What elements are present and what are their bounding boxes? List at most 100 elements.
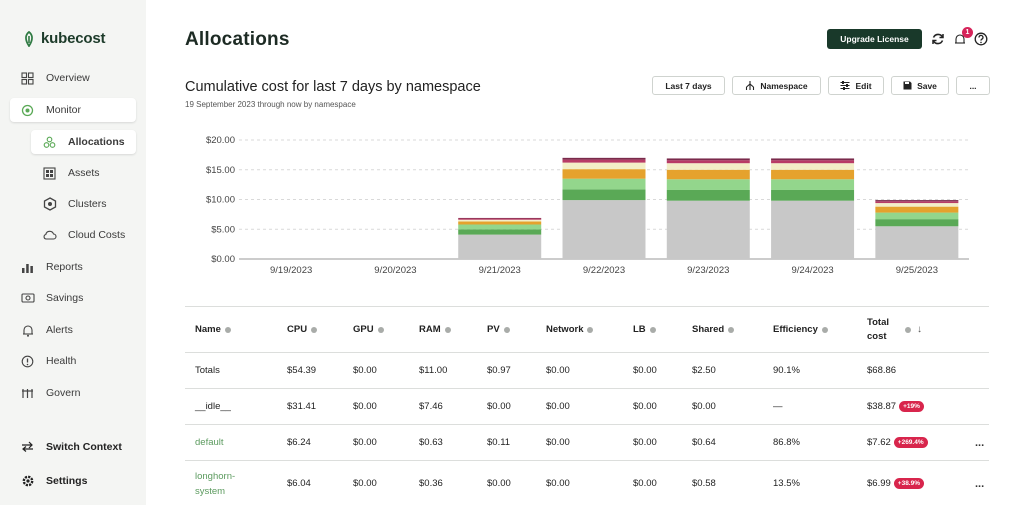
info-icon[interactable] bbox=[587, 326, 594, 333]
cell-gpu-value: $0.00 bbox=[353, 437, 377, 448]
refresh-icon bbox=[932, 33, 944, 45]
bar-segment bbox=[875, 226, 959, 259]
sidebar-item-health[interactable]: Health bbox=[20, 350, 76, 372]
sidebar-item-cloud-costs[interactable]: Cloud Costs bbox=[42, 224, 125, 246]
switch-context-button[interactable]: Switch Context bbox=[20, 436, 122, 458]
cell-gpu: $0.00 bbox=[353, 353, 377, 388]
cell-gpu: $0.00 bbox=[353, 425, 377, 460]
sidebar-item-overview[interactable]: Overview bbox=[20, 67, 90, 89]
sidebar-item-reports[interactable]: Reports bbox=[20, 256, 83, 278]
report-title: Cumulative cost for last 7 days by names… bbox=[185, 79, 481, 95]
column-header-label: RAM bbox=[419, 324, 441, 335]
y-tick-label: $20.00 bbox=[206, 135, 235, 146]
info-icon[interactable] bbox=[224, 326, 231, 333]
cell-shared-value: $0.58 bbox=[692, 478, 716, 489]
table-row[interactable]: __idle__ $31.41 $0.00 $7.46 $0.00 $0.00 $0.00 $… bbox=[185, 389, 989, 425]
info-icon[interactable] bbox=[503, 326, 510, 333]
table-row[interactable]: Totals $54.39 $0.00 $11.00 $0.97 $0.00 $0.00 $2… bbox=[185, 353, 989, 389]
sidebar-item-clusters[interactable]: Clusters bbox=[42, 193, 107, 215]
more-options-button[interactable]: ... bbox=[956, 76, 990, 95]
info-icon[interactable] bbox=[444, 326, 451, 333]
column-header-label: Total cost bbox=[867, 316, 889, 342]
health-icon bbox=[20, 354, 35, 369]
cell-total: $38.87 +19% bbox=[867, 389, 924, 424]
notifications-button[interactable] bbox=[952, 31, 968, 47]
info-icon[interactable] bbox=[821, 326, 828, 333]
column-header-cpu[interactable]: CPU bbox=[287, 307, 318, 352]
column-header-name[interactable]: Name bbox=[195, 307, 231, 352]
cell-pv: $0.00 bbox=[487, 389, 511, 424]
info-icon[interactable] bbox=[311, 326, 318, 333]
monitor-icon bbox=[20, 103, 35, 118]
column-header-label: CPU bbox=[287, 324, 308, 335]
cell-total-value: $7.62 bbox=[867, 437, 891, 448]
bar-segment bbox=[666, 163, 750, 170]
info-icon[interactable] bbox=[728, 326, 735, 333]
x-tick-label: 9/24/2023 bbox=[791, 265, 833, 276]
reports-icon bbox=[20, 260, 35, 275]
upgrade-license-button[interactable]: Upgrade License bbox=[827, 29, 922, 49]
cell-shared: $2.50 bbox=[692, 353, 716, 388]
bar-segment bbox=[771, 179, 855, 190]
column-header-shared[interactable]: Shared bbox=[692, 307, 735, 352]
row-actions-button[interactable]: ... bbox=[975, 436, 985, 449]
settings-button[interactable]: Settings bbox=[20, 470, 87, 492]
bar-segment bbox=[458, 218, 542, 220]
column-header-ram[interactable]: RAM bbox=[419, 307, 451, 352]
row-actions-button[interactable]: ... bbox=[975, 477, 985, 490]
column-header-gpu[interactable]: GPU bbox=[353, 307, 384, 352]
bar-segment bbox=[771, 160, 855, 164]
aggregate-icon bbox=[746, 81, 755, 90]
x-tick-label: 9/19/2023 bbox=[270, 265, 312, 276]
sidebar-item-alerts[interactable]: Alerts bbox=[20, 319, 73, 341]
aggregate-by-button[interactable]: Namespace bbox=[732, 76, 821, 95]
cell-ram-value: $7.46 bbox=[419, 401, 443, 412]
date-range-button[interactable]: Last 7 days bbox=[652, 76, 725, 95]
column-header-lb[interactable]: LB bbox=[633, 307, 656, 352]
info-icon[interactable] bbox=[377, 326, 384, 333]
cell-pv-value: $0.11 bbox=[487, 437, 511, 448]
help-button[interactable] bbox=[973, 31, 989, 47]
kubecost-logo-icon bbox=[25, 30, 33, 47]
bar-segment bbox=[458, 234, 542, 259]
column-header-label: Shared bbox=[692, 324, 725, 335]
table-row[interactable]: longhorn-system $6.04 $0.00 $0.36 $0.00 $0.00… bbox=[185, 461, 989, 505]
column-header-network[interactable]: Network bbox=[546, 307, 594, 352]
sidebar-item-monitor[interactable]: Monitor bbox=[10, 98, 136, 122]
info-icon[interactable] bbox=[649, 326, 656, 333]
settings-label: Settings bbox=[46, 475, 88, 487]
column-header-label: Efficiency bbox=[773, 324, 818, 335]
logo[interactable]: kubecost bbox=[22, 30, 105, 47]
column-header-efficiency[interactable]: Efficiency bbox=[773, 307, 828, 352]
sort-desc-icon[interactable]: ↓ bbox=[917, 324, 922, 335]
cell-name: Totals bbox=[195, 353, 220, 388]
cell-efficiency-value: — bbox=[773, 401, 783, 412]
table-row[interactable]: default $6.24 $0.00 $0.63 $0.11 $0.00 $0.00 $0.… bbox=[185, 425, 989, 461]
bar-segment bbox=[875, 219, 959, 227]
cell-cpu: $6.04 bbox=[287, 461, 311, 505]
refresh-button[interactable] bbox=[930, 31, 946, 47]
cell-name[interactable]: longhorn-system bbox=[195, 461, 257, 505]
more-options-label: ... bbox=[969, 80, 977, 91]
sidebar-item-allocations[interactable]: Allocations bbox=[31, 130, 136, 154]
assets-icon bbox=[42, 166, 57, 181]
allocations-table: Name CPU GPU RAM PV Network LB Shared Ef… bbox=[185, 306, 989, 505]
edit-button[interactable]: Edit bbox=[828, 76, 884, 95]
x-tick-label: 9/22/2023 bbox=[583, 265, 625, 276]
info-icon[interactable] bbox=[905, 326, 911, 333]
sidebar-item-assets[interactable]: Assets bbox=[42, 162, 100, 184]
column-header-pv[interactable]: PV bbox=[487, 307, 510, 352]
sidebar-item-savings[interactable]: Savings bbox=[20, 287, 83, 309]
bar-segment bbox=[771, 169, 855, 180]
sidebar-item-govern[interactable]: Govern bbox=[20, 382, 80, 404]
bar-segment bbox=[458, 224, 542, 230]
column-header-total-cost[interactable]: Total cost ↓ bbox=[867, 307, 937, 352]
cell-ram: $7.46 bbox=[419, 389, 443, 424]
help-icon bbox=[974, 32, 988, 46]
bar-segment bbox=[562, 178, 646, 190]
swap-icon bbox=[20, 440, 35, 455]
save-button[interactable]: Save bbox=[891, 76, 949, 95]
bar-segment bbox=[771, 200, 855, 259]
cell-name[interactable]: default bbox=[195, 425, 224, 460]
cell-total: $7.62 +269.4% bbox=[867, 425, 928, 460]
